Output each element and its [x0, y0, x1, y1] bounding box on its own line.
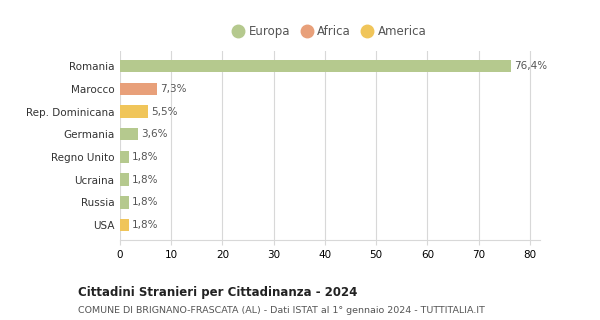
Text: 1,8%: 1,8%: [132, 175, 159, 185]
Text: 1,8%: 1,8%: [132, 152, 159, 162]
Legend: Europa, Africa, America: Europa, Africa, America: [231, 23, 429, 41]
Bar: [120, 173, 129, 186]
Bar: [120, 105, 148, 118]
Text: 3,6%: 3,6%: [142, 129, 168, 139]
Text: COMUNE DI BRIGNANO-FRASCATA (AL) - Dati ISTAT al 1° gennaio 2024 - TUTTITALIA.IT: COMUNE DI BRIGNANO-FRASCATA (AL) - Dati …: [78, 306, 485, 315]
Text: 1,8%: 1,8%: [132, 220, 159, 230]
Bar: [120, 196, 129, 209]
Text: Cittadini Stranieri per Cittadinanza - 2024: Cittadini Stranieri per Cittadinanza - 2…: [78, 286, 358, 300]
Bar: [120, 151, 129, 163]
Bar: [120, 128, 139, 140]
Bar: [120, 60, 511, 72]
Text: 1,8%: 1,8%: [132, 197, 159, 207]
Text: 76,4%: 76,4%: [514, 61, 548, 71]
Text: 7,3%: 7,3%: [160, 84, 187, 94]
Text: 5,5%: 5,5%: [151, 107, 178, 116]
Bar: [120, 83, 157, 95]
Bar: [120, 219, 129, 231]
